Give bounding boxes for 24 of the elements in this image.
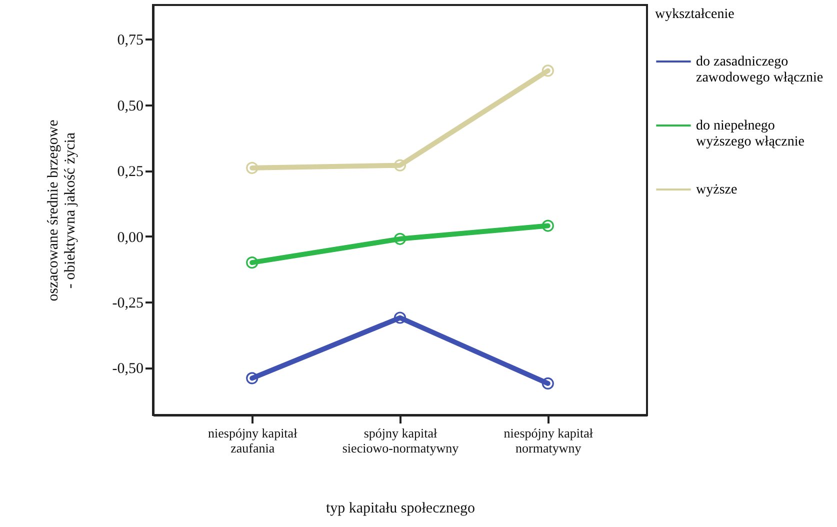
legend-label: do zasadniczego zawodowego włącznie	[696, 54, 824, 86]
y-tick-label: 0,25	[117, 164, 144, 180]
x-tick-label: niespójny kapitał normatywny	[504, 426, 594, 456]
point	[246, 162, 258, 174]
point	[542, 64, 554, 77]
x-axis-title: typ kapitału społecznego	[326, 500, 476, 516]
legend-title: wykształcenie	[655, 7, 734, 22]
point	[394, 159, 406, 172]
point	[542, 377, 554, 390]
point	[542, 220, 554, 232]
legend-label: do niepełnego wyższego włącznie	[696, 118, 804, 150]
y-tick-label: 0,75	[117, 32, 144, 49]
legend-label: wyższe	[696, 182, 738, 198]
point	[394, 312, 406, 324]
x-tick-label: niespójny kapitał zaufania	[208, 426, 298, 456]
y-tick-label: -0,50	[112, 361, 144, 378]
point	[394, 232, 406, 245]
point	[246, 372, 258, 384]
y-tick-label: 0,00	[117, 230, 144, 246]
y-axis-title: oszacowane średnie brzegowe - obiektywna jakość życia	[45, 119, 78, 302]
y-tick-label: 0,50	[117, 98, 144, 114]
point	[246, 256, 258, 269]
x-tick-label: spójny kapitał sieciowo-normatywny	[342, 426, 460, 456]
y-tick-label: -0,25	[112, 295, 144, 312]
